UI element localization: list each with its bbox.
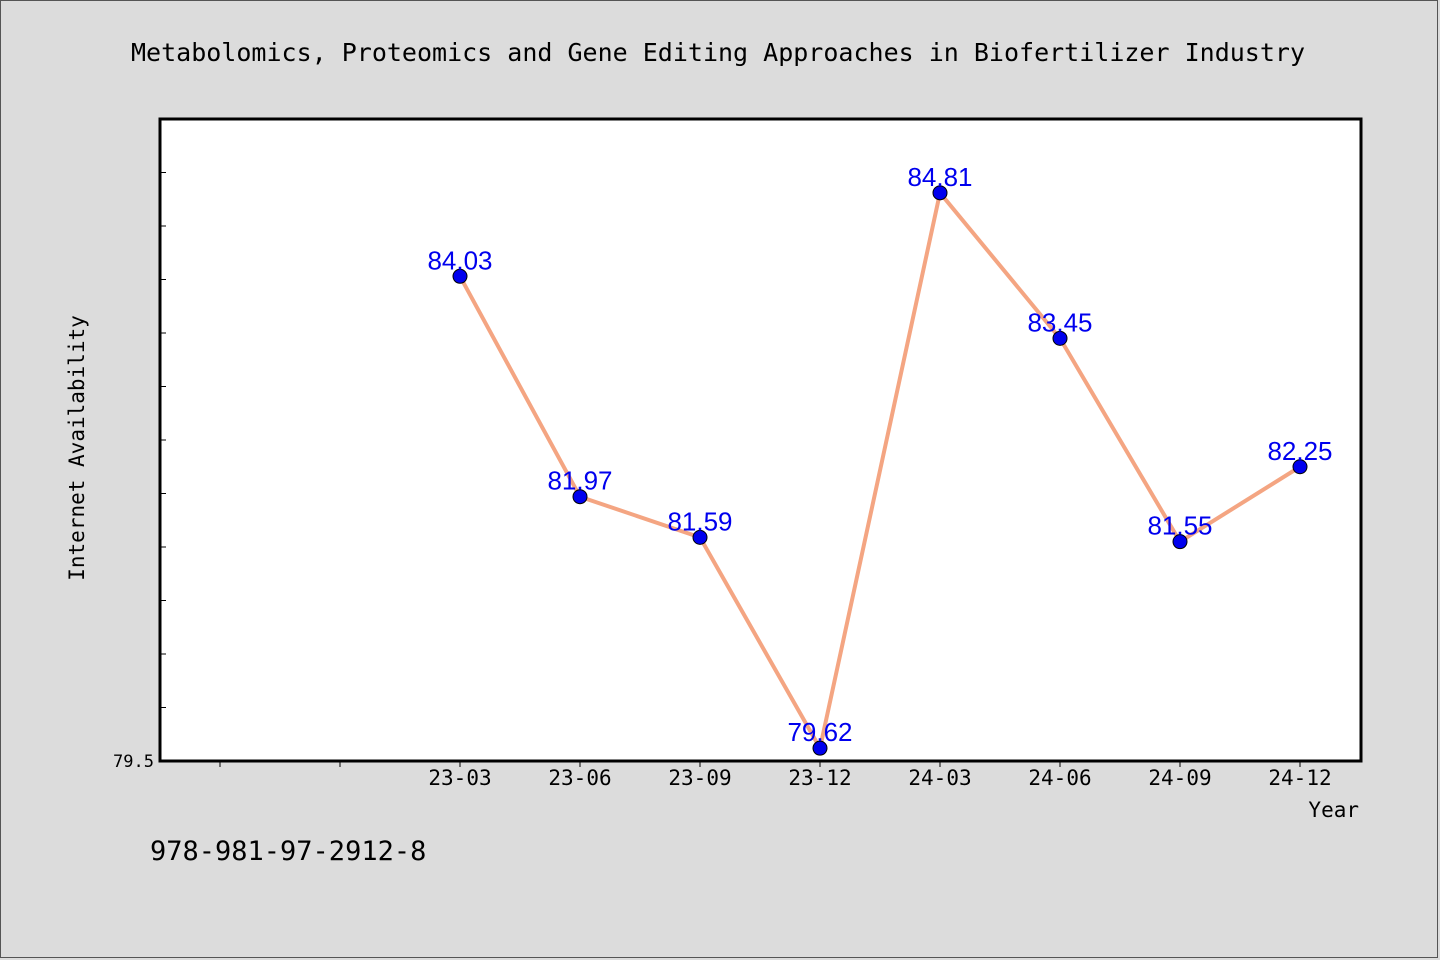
x-axis-label: Year: [1308, 798, 1359, 822]
data-point: [1292, 459, 1308, 475]
y-tick-label: 79.5: [113, 752, 154, 772]
y-axis-ticks: 79.5: [113, 118, 166, 772]
data-label: 84.03: [427, 245, 492, 275]
data-label: 84.81: [907, 162, 972, 192]
data-point: [452, 268, 468, 284]
x-tick-label: 23-09: [668, 766, 731, 790]
marker-layer: [452, 185, 1308, 756]
x-axis-ticks: 23-03 23-06 23-09 23-12 24-03 24-06 24-09 24-12: [219, 761, 1332, 790]
data-point: [572, 489, 588, 505]
data-point: [1052, 330, 1068, 346]
x-tick-label: 23-12: [788, 766, 851, 790]
y-axis-label: Internet Availability: [65, 315, 89, 581]
x-tick-label: 24-09: [1148, 766, 1211, 790]
data-label: 82.25: [1267, 436, 1332, 466]
data-label: 83.45: [1027, 307, 1092, 337]
data-label: 81.55: [1147, 511, 1212, 541]
x-tick-label: 23-03: [428, 766, 491, 790]
x-tick-label: 23-06: [548, 766, 611, 790]
footer-code: 978-981-97-2912-8: [150, 836, 427, 867]
series-line: [458, 190, 1302, 751]
data-label-layer: 84.03 81.97 81.59 79.62 84.81 83.45 81.55 82.25: [427, 162, 1332, 747]
data-point: [812, 740, 828, 756]
data-point: [1172, 534, 1188, 550]
chart-title: Metabolomics, Proteomics and Gene Editin…: [131, 38, 1305, 67]
data-point: [692, 529, 708, 545]
plot-area: [158, 117, 1363, 763]
x-tick-label: 24-06: [1028, 766, 1091, 790]
data-label: 81.97: [547, 466, 612, 496]
data-point: [932, 185, 948, 201]
x-tick-label: 24-12: [1268, 766, 1331, 790]
data-label: 81.59: [667, 506, 732, 536]
x-tick-label: 24-03: [908, 766, 971, 790]
data-label: 79.62: [787, 717, 852, 747]
series-layer: [458, 190, 1302, 751]
